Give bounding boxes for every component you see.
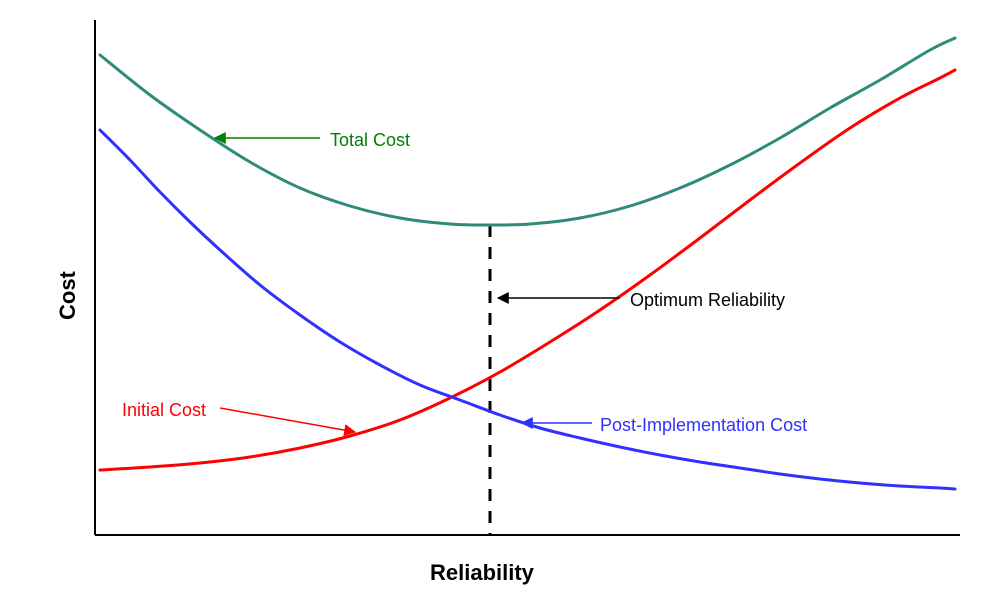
y-axis-label: Cost [55,271,81,320]
x-axis-label: Reliability [430,560,534,586]
cost-reliability-chart: Reliability Cost Total Cost Optimum Reli… [0,0,987,602]
initial-cost-label: Initial Cost [122,400,206,421]
post-implementation-cost-label: Post-Implementation Cost [600,415,807,436]
total-cost-label: Total Cost [330,130,410,151]
optimum-reliability-label: Optimum Reliability [630,290,785,311]
chart-svg [0,0,987,602]
